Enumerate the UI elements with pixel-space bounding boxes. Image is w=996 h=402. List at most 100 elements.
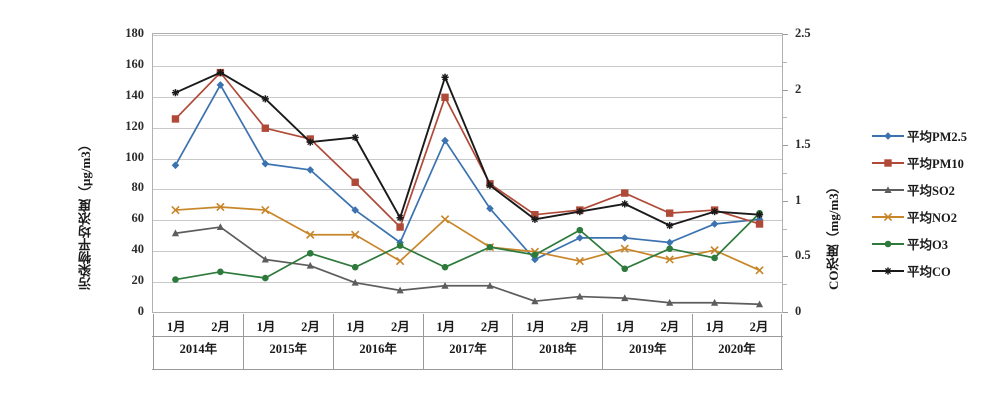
series-line	[175, 226, 760, 306]
data-point-square	[171, 115, 180, 123]
data-point-circle	[576, 226, 584, 234]
data-point-circle	[441, 263, 449, 271]
y-tick-label-left: 80	[131, 180, 145, 195]
legend-marker-icon	[872, 210, 904, 224]
data-point-triangle	[884, 185, 892, 193]
data-point-triangle	[306, 261, 314, 269]
legend-label: 平均NO2	[907, 211, 958, 225]
x-axis-group: 1月 2月 2016年	[332, 314, 423, 370]
data-point-cross	[575, 256, 584, 266]
x-axis-group: 1月 2月 2017年	[422, 314, 513, 370]
chart-lines	[171, 68, 764, 308]
x-tick-label-month: 2月	[570, 320, 590, 334]
y-tick-label-right: 1	[795, 192, 802, 207]
data-point-circle	[486, 243, 494, 251]
y-tick-label-left: 180	[125, 26, 144, 40]
data-point-triangle	[576, 292, 584, 300]
y-tick-label-left: 60	[131, 211, 145, 226]
data-point-diamond	[261, 159, 270, 168]
data-point-diamond	[620, 234, 629, 242]
data-point-star	[884, 266, 892, 275]
gridline	[153, 35, 782, 36]
x-tick-label-year: 2018年	[539, 342, 577, 356]
data-point-diamond	[216, 81, 225, 89]
y-minor-tick-right	[783, 173, 787, 174]
data-point-triangle	[396, 286, 404, 294]
data-point-cross	[710, 246, 719, 255]
series-平均PM10	[171, 68, 764, 231]
y-tick-label-left: 0	[137, 304, 144, 318]
legend-marker-icon	[872, 156, 904, 170]
x-tick-label-month: 2月	[301, 320, 320, 334]
data-point-diamond	[171, 161, 180, 170]
x-tick-label-year: 2016年	[359, 342, 397, 356]
data-point-cross	[440, 215, 450, 224]
data-point-cross	[755, 266, 764, 275]
x-axis-group: 1月 2月 2015年	[242, 314, 333, 370]
data-point-diamond	[576, 234, 584, 242]
data-point-cross	[306, 230, 315, 239]
legend-item-平均NO2[interactable]: 平均NO2	[872, 203, 990, 230]
y-minor-tick-right	[783, 61, 787, 63]
gridline	[153, 96, 782, 98]
x-tick-label-month: 1月	[436, 320, 456, 334]
y-tick-label-right: 1.5	[795, 137, 811, 152]
legend-marker-icon	[872, 129, 904, 143]
data-point-cross	[620, 244, 629, 253]
legend-item-平均PM2.5[interactable]: 平均PM2.5	[872, 122, 990, 149]
x-tick-label-month: 1月	[705, 320, 725, 334]
series-line	[175, 212, 761, 281]
x-tick-label-month: 1月	[526, 320, 546, 334]
data-point-triangle	[441, 281, 449, 289]
x-tick-label-year: 2015年	[269, 342, 308, 356]
data-point-diamond	[710, 220, 719, 228]
x-axis-divider-top	[152, 336, 783, 337]
data-point-triangle	[531, 297, 539, 305]
data-point-triangle	[666, 298, 674, 306]
data-point-cross	[216, 202, 225, 212]
x-tick-label-year: 2017年	[449, 342, 487, 356]
y-tick-label-right: 2	[795, 81, 802, 96]
data-point-circle	[351, 263, 359, 271]
y-axis-title-left: 污染物平均浓度（μg/m3）	[78, 138, 93, 290]
data-point-star	[621, 200, 629, 208]
data-point-diamond	[306, 166, 315, 174]
data-point-star	[711, 208, 719, 216]
data-point-star	[531, 215, 539, 223]
data-point-square	[621, 189, 629, 197]
x-axis-month-row: 1月 2月	[513, 316, 602, 335]
data-point-diamond	[486, 204, 494, 213]
y-tick-mark-right	[783, 256, 788, 258]
data-point-triangle	[711, 298, 719, 306]
data-point-diamond	[531, 255, 539, 264]
y-tick-label-left: 100	[125, 149, 144, 164]
x-axis-group: 1月 2月 2020年	[692, 314, 782, 370]
y-tick-mark-right	[783, 200, 788, 202]
y-minor-tick-right	[783, 284, 787, 286]
legend-item-平均CO[interactable]: 平均CO	[872, 257, 990, 284]
y-tick-mark-right	[783, 312, 788, 313]
legend-item-平均PM10[interactable]: 平均PM10	[872, 149, 990, 176]
y-tick-label-right: 0.5	[795, 248, 811, 263]
legend-label: 平均PM2.5	[907, 130, 968, 144]
x-tick-label-month: 1月	[346, 320, 366, 334]
x-axis-month-row: 1月 2月	[334, 316, 423, 335]
gridline	[153, 282, 782, 284]
x-tick-label-year: 2014年	[179, 342, 218, 356]
legend-item-平均O3[interactable]: 平均O3	[872, 230, 990, 257]
series-line	[174, 84, 760, 261]
data-point-star	[666, 221, 674, 230]
data-point-square	[755, 220, 764, 228]
y-minor-tick-right	[783, 228, 787, 230]
data-point-cross	[351, 230, 360, 239]
gridline	[153, 189, 782, 191]
data-point-circle	[621, 265, 629, 273]
x-axis-month-row: 1月 2月	[693, 316, 781, 335]
legend-marker-icon	[872, 237, 904, 251]
y-tick-label-left: 40	[131, 242, 145, 257]
legend-item-平均SO2[interactable]: 平均SO2	[872, 176, 990, 203]
data-point-square	[441, 93, 449, 102]
x-tick-label-month: 2月	[660, 320, 680, 334]
x-axis-month-row: 1月 2月	[424, 316, 513, 335]
